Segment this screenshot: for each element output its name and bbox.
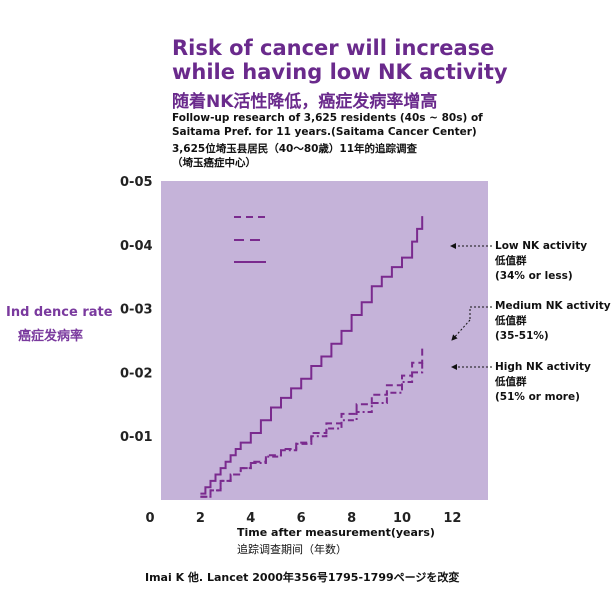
y-tick-label: 0-02 <box>120 366 153 381</box>
title-line-2: while having low NK activity <box>172 60 508 84</box>
arrow-medium <box>451 319 471 341</box>
annotation-medium-jp: 低值群 <box>495 315 527 327</box>
y-tick-label: 0-04 <box>120 239 153 254</box>
x-tick-label: 2 <box>196 511 205 526</box>
x-tick-label: 0 <box>145 511 154 526</box>
y-axis-label-jp: 癌症发病率 <box>18 329 84 344</box>
x-tick-label: 12 <box>443 511 461 526</box>
subtitle-line-3: 3,625位埼玉县居民（40～80歳）11年的追踪调查 <box>172 143 418 155</box>
subtitle-line-4: （埼玉癌症中心） <box>172 157 256 169</box>
plot-area <box>161 181 488 500</box>
series-line-medium <box>200 346 424 498</box>
y-axis-label: Ind dence rate <box>6 305 113 320</box>
subtitle-line-1: Follow-up research of 3,625 residents (4… <box>172 112 483 124</box>
chart-title-jp: 随着NK活性降低，癌症发病率增高 <box>172 92 438 112</box>
y-tick-label: 0-03 <box>120 303 153 318</box>
x-tick-label: 6 <box>297 511 306 526</box>
y-tick-label: 0-05 <box>120 175 153 190</box>
title-line-1: Risk of cancer will increase <box>172 36 495 60</box>
x-axis-label: Time after measurement(years) <box>237 526 435 539</box>
y-ticks: 0-01 0-02 0-03 0-04 0-05 <box>120 175 153 445</box>
x-tick-label: 8 <box>347 511 356 526</box>
annotation-low-name: Low NK activity <box>495 240 588 252</box>
subtitle-line-2: Saitama Pref. for 11 years.(Saitama Canc… <box>172 126 477 138</box>
x-ticks: 0 2 4 6 8 10 12 <box>145 511 461 526</box>
annotation-high-name: High NK activity <box>495 361 591 373</box>
annotation-high-range: (51% or more) <box>495 391 580 403</box>
annotation-low: Low NK activity 低值群 (34% or less) <box>495 239 587 284</box>
annotation-high-jp: 低值群 <box>495 376 527 388</box>
x-axis-label-jp: 追踪调查期间（年数） <box>237 543 347 556</box>
annotation-medium-name: Medium NK activity <box>495 300 611 312</box>
x-tick-label: 10 <box>393 511 411 526</box>
series-line-high <box>200 362 424 498</box>
citation: Imai K 他. Lancet 2000年356号1795-1799ページを改… <box>145 571 460 584</box>
y-tick-label: 0-01 <box>120 430 153 445</box>
annotation-medium: Medium NK activity 低值群 (35-51%) <box>495 299 611 344</box>
annotation-low-range: (34% or less) <box>495 270 573 282</box>
x-tick-label: 4 <box>246 511 255 526</box>
legend <box>234 216 266 263</box>
arrow-medium-guide <box>469 306 492 320</box>
annotation-low-jp: 低值群 <box>495 255 527 267</box>
annotation-medium-range: (35-51%) <box>495 330 549 342</box>
annotation-high: High NK activity 低值群 (51% or more) <box>495 360 591 405</box>
series-line-low <box>200 216 424 495</box>
series-lines <box>200 216 424 498</box>
chart-title: Risk of cancer will increase while havin… <box>172 36 508 84</box>
annotation-arrows <box>450 243 492 370</box>
